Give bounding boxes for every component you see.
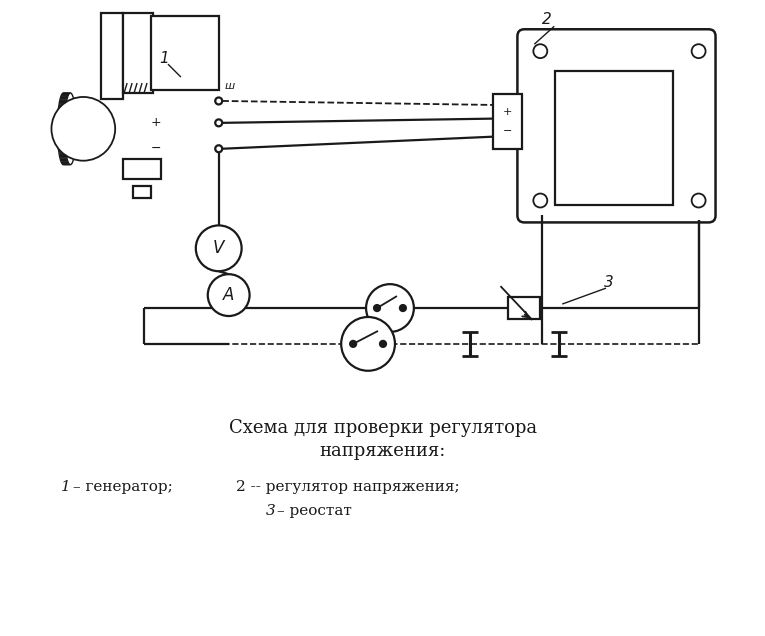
Circle shape	[533, 193, 547, 207]
Circle shape	[374, 305, 380, 311]
Text: −: −	[503, 126, 512, 135]
Text: +: +	[503, 107, 512, 117]
Ellipse shape	[61, 93, 73, 165]
Text: – реостат: – реостат	[278, 504, 353, 518]
Ellipse shape	[60, 93, 71, 165]
Text: −: −	[151, 142, 161, 155]
Circle shape	[215, 97, 222, 104]
Ellipse shape	[63, 93, 74, 165]
Text: 3: 3	[265, 504, 275, 518]
Text: +: +	[151, 116, 161, 129]
Bar	[123, 159, 161, 179]
Ellipse shape	[60, 93, 73, 165]
Circle shape	[341, 317, 395, 371]
Circle shape	[196, 225, 242, 271]
Text: 3: 3	[604, 275, 614, 289]
Text: 1: 1	[61, 480, 71, 494]
FancyBboxPatch shape	[517, 29, 715, 223]
Ellipse shape	[63, 93, 75, 165]
Text: напряжения:: напряжения:	[320, 443, 446, 460]
Bar	[133, 186, 151, 198]
Bar	[509, 297, 540, 319]
Circle shape	[215, 120, 222, 127]
Text: A: A	[223, 286, 234, 304]
Ellipse shape	[58, 93, 70, 165]
Bar	[493, 94, 522, 149]
Circle shape	[380, 341, 386, 347]
Ellipse shape	[57, 93, 70, 165]
Text: Схема для проверки регулятора: Схема для проверки регулятора	[229, 418, 537, 436]
Circle shape	[215, 145, 222, 152]
Ellipse shape	[64, 93, 76, 165]
Circle shape	[533, 44, 547, 58]
Circle shape	[400, 305, 406, 311]
Circle shape	[208, 274, 249, 316]
Circle shape	[692, 44, 705, 58]
Text: ш: ш	[225, 81, 235, 91]
Circle shape	[51, 97, 116, 161]
Bar	[101, 13, 123, 99]
Text: – генератор;: – генератор;	[73, 480, 173, 494]
Text: 2: 2	[542, 12, 552, 27]
Circle shape	[350, 341, 356, 347]
Text: 2 -- регулятор напряжения;: 2 -- регулятор напряжения;	[236, 480, 459, 494]
Bar	[123, 13, 153, 93]
Bar	[151, 17, 219, 90]
Text: 1: 1	[159, 51, 169, 66]
Text: V: V	[213, 239, 224, 258]
Circle shape	[366, 284, 414, 332]
Circle shape	[692, 193, 705, 207]
Bar	[555, 71, 672, 205]
